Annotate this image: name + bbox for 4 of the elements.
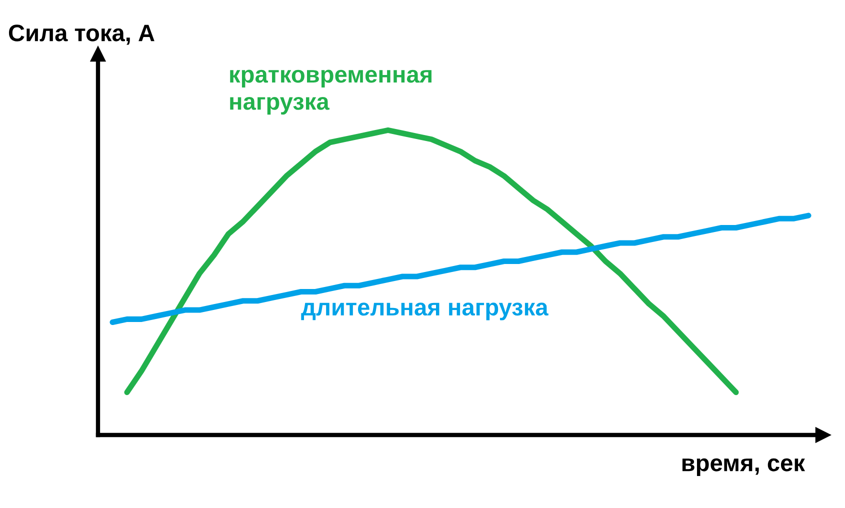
x-axis-title: время, сек [682, 458, 806, 476]
series-label: кратковременная нагрузка [230, 70, 432, 115]
y-axis-title: Сила тока, А [8, 24, 154, 45]
series-label: длительная нагрузка [301, 302, 548, 320]
